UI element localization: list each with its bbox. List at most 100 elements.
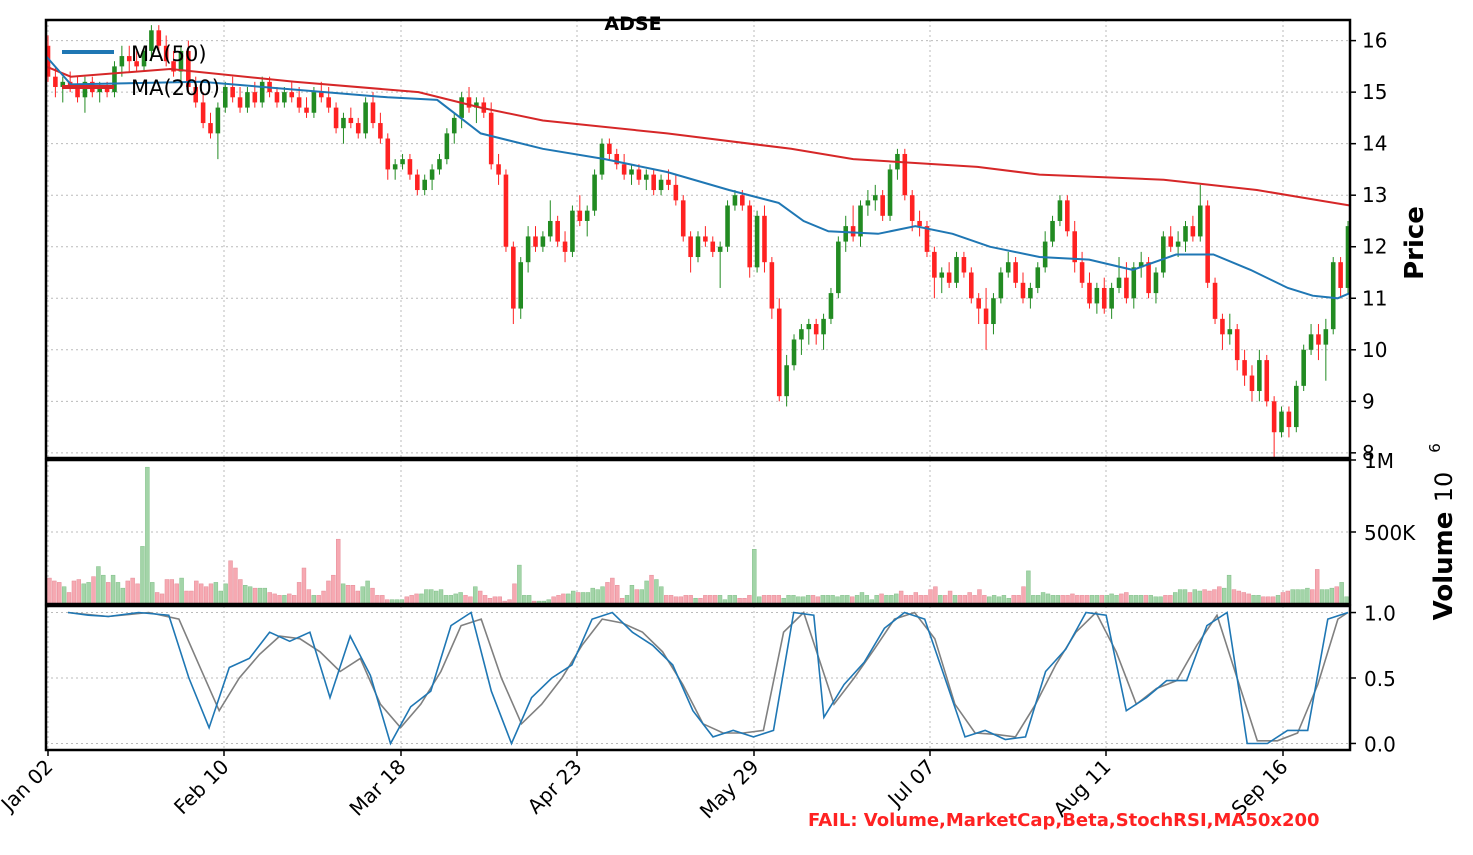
volume-bar — [649, 574, 654, 605]
volume-bar — [91, 576, 96, 605]
volume-bar — [150, 582, 155, 605]
volume-bar — [1182, 589, 1188, 605]
x-tick-label: Feb 10 — [169, 755, 234, 820]
volume-bar — [864, 595, 870, 605]
volume-bar — [1035, 595, 1041, 605]
volume-bar — [365, 580, 370, 605]
candle-body — [444, 133, 450, 160]
volume-bar — [575, 592, 581, 605]
volume-bar — [1207, 590, 1212, 605]
candle-body — [784, 365, 789, 397]
volume-bar — [526, 595, 532, 605]
candle-body — [45, 45, 51, 77]
volume-bar — [1016, 595, 1021, 605]
volume-bar — [169, 579, 175, 605]
candle-body — [1264, 360, 1270, 402]
volume-bar — [61, 586, 67, 605]
candle-body — [422, 179, 427, 191]
candle-body — [1168, 236, 1174, 247]
candle-body — [1301, 349, 1306, 386]
volume-bar — [115, 582, 121, 605]
x-tick-label: Apr 23 — [523, 755, 587, 819]
candle-body — [740, 195, 745, 206]
candle-body — [437, 159, 442, 170]
candle-body — [533, 236, 538, 247]
volume-tick-label: 1M — [1364, 449, 1394, 473]
candle-body — [1279, 411, 1284, 433]
volume-bar — [712, 595, 718, 605]
ma200-line — [45, 65, 1351, 207]
candle-body — [954, 257, 959, 283]
volume-bar — [1202, 589, 1207, 605]
candle-body — [525, 236, 531, 263]
candle-body — [141, 50, 147, 67]
candle-body — [917, 220, 922, 227]
volume-bar — [47, 577, 52, 605]
volume-bar — [360, 586, 365, 605]
candle-body — [673, 184, 679, 201]
candle-body — [186, 50, 191, 87]
volume-bar — [414, 593, 419, 605]
volume-bar — [1324, 589, 1330, 605]
volume-bar — [1045, 593, 1051, 605]
candle-body — [1257, 360, 1262, 392]
volume-bar — [703, 595, 708, 605]
candle-body — [629, 169, 634, 175]
volume-bar — [1026, 570, 1031, 605]
volume-bar — [1285, 590, 1291, 605]
volume-tick-label: 500K — [1364, 521, 1416, 545]
volume-exponent-base: 10 — [1430, 472, 1458, 503]
candle-body — [511, 246, 516, 309]
legend: MA(50) MA(200) — [62, 42, 220, 100]
candle-body — [1050, 220, 1055, 242]
candle-body — [1072, 231, 1077, 263]
candle-body — [245, 92, 250, 108]
candle-body — [1249, 375, 1255, 392]
candle-body — [163, 45, 169, 62]
candle-body — [887, 169, 893, 216]
price-tick-label: 11 — [1362, 286, 1387, 310]
candle-body — [415, 174, 420, 191]
volume-bars — [47, 466, 1349, 605]
volume-bar — [233, 567, 238, 605]
volume-exponent: 10 6 — [1426, 443, 1458, 502]
candle-body — [1042, 241, 1048, 268]
volume-bar — [247, 586, 253, 605]
volume-bar — [894, 593, 899, 605]
candle-body — [1087, 282, 1092, 304]
volume-bar — [159, 593, 165, 605]
volume-bar — [708, 595, 713, 605]
volume-bar — [585, 592, 591, 605]
volume-bar — [238, 579, 243, 605]
volume-bar — [145, 466, 150, 605]
volume-bar — [1173, 592, 1178, 605]
candle-body — [304, 107, 309, 113]
volume-bar — [448, 595, 454, 605]
candle-body — [1234, 329, 1240, 361]
volume-bar — [96, 566, 101, 605]
volume-bar — [908, 595, 914, 605]
volume-bar — [1212, 589, 1217, 605]
volume-bar — [512, 583, 517, 605]
candle-body — [1183, 226, 1188, 242]
candle-body — [909, 195, 915, 221]
candlesticks — [45, 25, 1351, 458]
x-tick-label: May 29 — [695, 755, 764, 824]
ma50-line — [45, 55, 1351, 300]
volume-bar — [629, 585, 635, 605]
volume-bar — [81, 583, 86, 605]
candle-body — [1109, 287, 1114, 309]
volume-bar — [228, 560, 233, 605]
candle-body — [688, 236, 693, 258]
candle-body — [732, 195, 738, 206]
volume-bar — [1221, 587, 1227, 605]
candle-body — [1005, 262, 1011, 273]
price-tick-label: 13 — [1362, 183, 1387, 207]
volume-bar — [370, 587, 375, 605]
volume-bar — [174, 583, 179, 605]
volume-bar — [326, 580, 331, 605]
volume-bar — [301, 567, 307, 605]
volume-bar — [967, 592, 972, 605]
volume-bar — [600, 586, 605, 605]
volume-bar — [1334, 586, 1339, 605]
